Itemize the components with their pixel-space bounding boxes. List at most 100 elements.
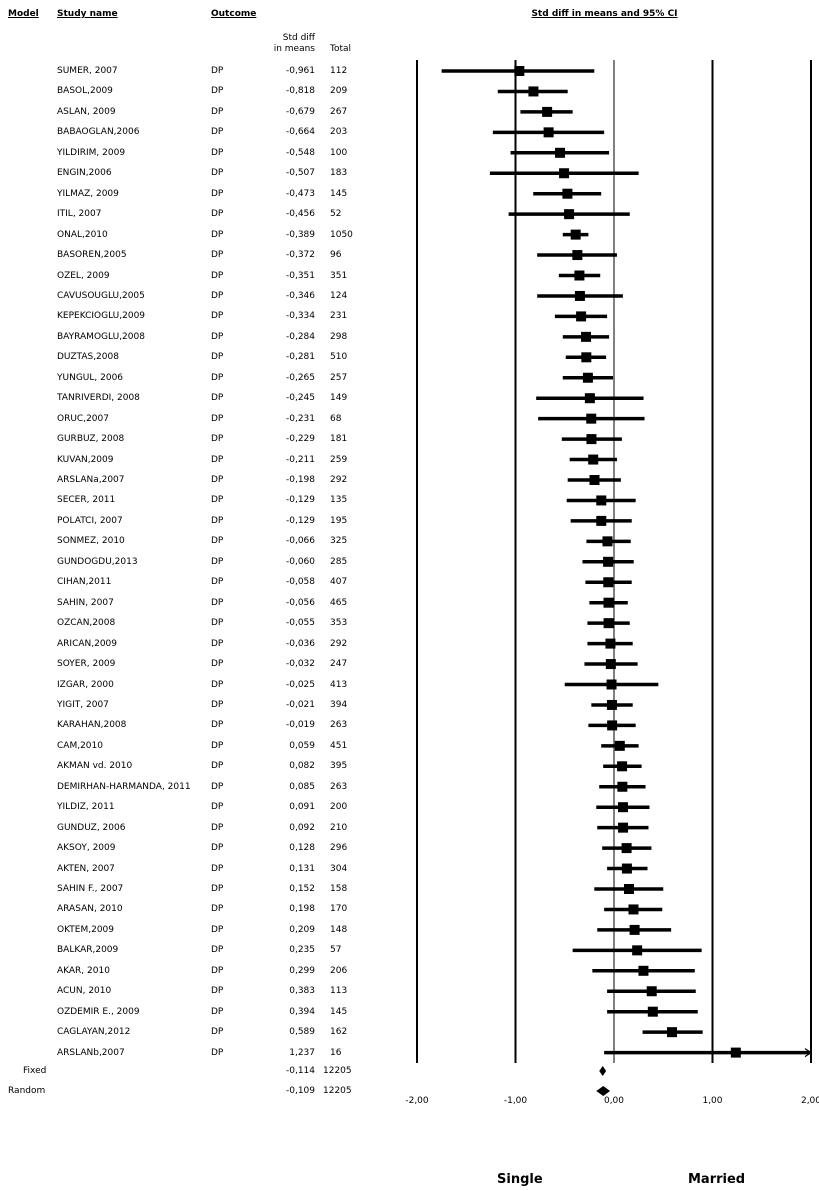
study-name: ITIL, 2007 [57,209,102,220]
study-outcome: DP [211,352,224,363]
header-std-diff: Std diff [282,33,315,43]
tick-label-1: -1,00 [504,1096,528,1106]
study-outcome: DP [211,147,224,158]
study-outcome: DP [211,1006,224,1017]
header-in-means: in means [273,44,315,54]
point-estimate-square [543,127,554,138]
study-total: 451 [330,740,348,751]
point-estimate-square [605,659,616,670]
study-name: ARSLANa,2007 [57,475,125,485]
study-total: 16 [330,1047,342,1058]
study-name: ONAL,2010 [57,229,108,240]
study-outcome: DP [211,822,224,833]
study-total: 112 [330,66,348,76]
study-total: 298 [330,331,348,342]
study-total: 68 [330,413,342,424]
study-smd: -0,664 [285,127,315,138]
study-outcome: DP [211,168,224,179]
study-smd: -0,245 [285,393,315,404]
study-total: 183 [330,168,348,179]
study-smd: 1,237 [289,1047,315,1058]
study-smd: -0,284 [285,331,315,342]
pooled-diamond [596,1086,611,1096]
pooled-model: Random [8,1086,46,1096]
study-outcome: DP [211,1027,224,1038]
point-estimate-square [605,638,616,649]
study-outcome: DP [211,638,224,649]
point-estimate-square [618,822,629,833]
pooled-diamond [599,1066,607,1076]
study-name: CAM,2010 [57,740,103,751]
study-total: 145 [330,1006,348,1017]
study-smd: -0,055 [285,618,315,629]
study-outcome: DP [211,699,224,710]
study-name: OZDEMIR E., 2009 [57,1006,140,1017]
tick-label-3: 1,00 [702,1096,722,1106]
study-smd: -0,334 [285,311,315,322]
study-smd: -0,060 [285,556,315,567]
study-outcome: DP [211,659,224,670]
ci-arrow [804,1048,813,1058]
study-smd: -0,372 [285,250,315,261]
study-smd: -0,679 [285,106,315,117]
point-estimate-square [629,924,640,935]
study-outcome: DP [211,413,224,424]
study-smd: 0,198 [289,904,315,915]
study-outcome: DP [211,331,224,342]
study-total: 200 [330,802,348,813]
study-name: SOYER, 2009 [57,659,116,670]
header-study-name: Study name [57,9,118,19]
study-name: CAVUSOUGLU,2005 [57,290,145,301]
point-estimate-square [638,965,649,976]
study-total: 158 [330,884,348,894]
study-smd: -0,129 [285,495,315,506]
study-smd: 0,152 [289,884,315,894]
study-total: 510 [330,352,348,363]
study-outcome: DP [211,781,224,792]
study-name: ARSLANb,2007 [57,1047,125,1058]
study-total: 257 [330,372,348,383]
study-total: 263 [330,781,348,792]
study-outcome: DP [211,884,224,894]
study-name: BALKAR,2009 [57,945,119,956]
study-outcome: DP [211,904,224,915]
point-estimate-square [586,413,597,424]
study-outcome: DP [211,740,224,751]
point-estimate-square [603,577,614,588]
point-estimate-square [603,556,614,567]
study-total: 247 [330,659,348,670]
study-total: 292 [330,475,348,485]
point-estimate-square [606,699,617,710]
point-estimate-square [623,884,634,894]
category-label-left: Single [497,1172,543,1187]
study-outcome: DP [211,945,224,956]
point-estimate-square [572,250,583,261]
study-name: SONMEZ, 2010 [57,536,125,547]
study-outcome: DP [211,209,224,220]
study-smd: -0,025 [285,679,315,690]
study-outcome: DP [211,720,224,731]
point-estimate-square [528,86,539,97]
study-outcome: DP [211,495,224,506]
study-outcome: DP [211,188,224,199]
study-name: ENGIN,2006 [57,168,112,179]
study-smd: -0,346 [285,290,315,301]
study-name: BABAOGLAN,2006 [57,127,140,138]
study-name: AKTEN, 2007 [57,863,115,874]
study-name: ARASAN, 2010 [57,904,123,915]
point-estimate-square [564,209,575,220]
study-total: 209 [330,86,348,97]
study-total: 413 [330,679,348,690]
point-estimate-square [667,1027,678,1038]
study-outcome: DP [211,290,224,301]
point-estimate-square [570,229,581,240]
point-estimate-square [603,618,614,629]
study-smd: 0,394 [289,1006,315,1017]
study-smd: -0,818 [285,86,315,97]
point-estimate-square [632,945,643,956]
study-total: 407 [330,577,348,588]
point-estimate-square [647,1006,658,1017]
study-total: 210 [330,822,348,833]
pooled-total: 12205 [323,1086,352,1096]
point-estimate-square [562,188,573,199]
